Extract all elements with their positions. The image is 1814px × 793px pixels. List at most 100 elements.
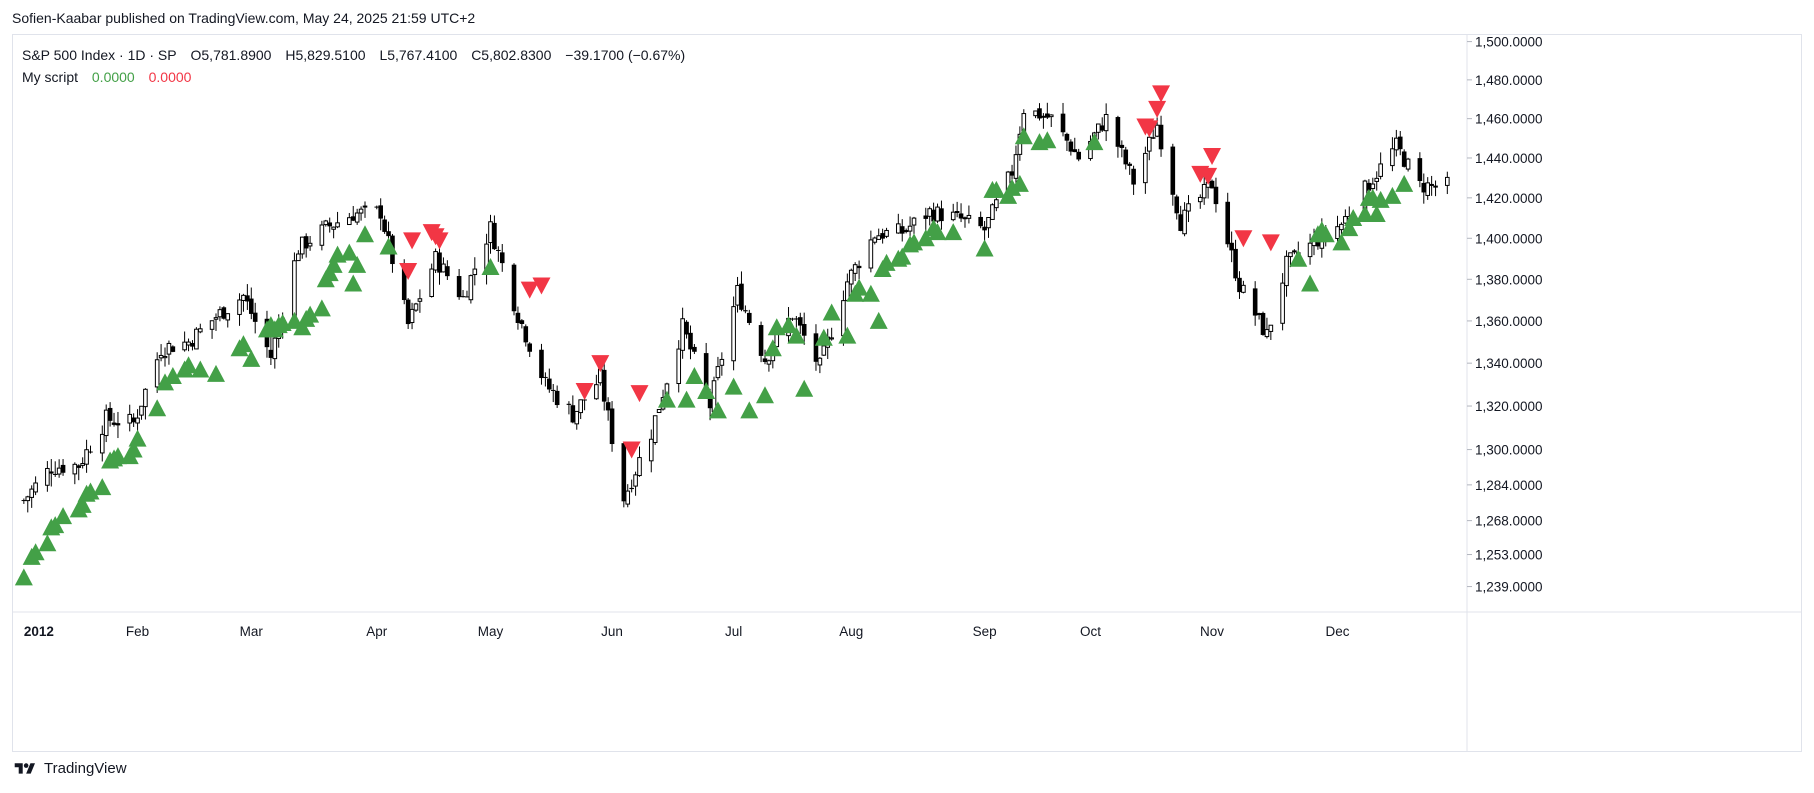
candle <box>1209 179 1215 189</box>
script-name[interactable]: My script <box>22 69 78 85</box>
candles-layer <box>21 102 1450 513</box>
candle <box>245 284 250 310</box>
sell-signal-marker <box>1148 100 1167 118</box>
candle <box>899 219 905 242</box>
buy-signal-marker <box>869 311 888 329</box>
candle <box>139 405 144 420</box>
buy-signal-marker <box>340 243 359 261</box>
candle <box>1401 149 1407 168</box>
price-tick-label: 1,480.0000 <box>1475 73 1543 88</box>
candle <box>1041 113 1046 129</box>
candle <box>358 206 364 221</box>
buy-signal-marker <box>928 223 947 241</box>
candle <box>954 201 960 218</box>
buy-signal-marker <box>987 180 1006 198</box>
candle <box>625 484 631 508</box>
candle <box>496 246 501 262</box>
buy-signal-marker <box>344 274 363 292</box>
sell-signal-marker <box>622 441 641 459</box>
buy-signal-marker <box>763 339 782 357</box>
candle <box>978 211 983 229</box>
candle <box>958 203 964 223</box>
candle <box>523 324 529 347</box>
candle <box>1099 117 1105 132</box>
candle <box>1405 157 1411 172</box>
sell-signal-marker <box>520 281 539 299</box>
candle <box>605 397 611 421</box>
candle <box>813 324 819 371</box>
footer-brand-label: TradingView <box>44 760 127 777</box>
buy-signal-marker <box>850 278 869 296</box>
price-tick-label: 1,340.0000 <box>1475 356 1543 371</box>
candle <box>1292 249 1297 255</box>
candle <box>766 359 772 372</box>
candle <box>335 211 340 229</box>
candle <box>417 289 423 313</box>
signals-layer <box>14 85 1414 586</box>
buy-signal-marker <box>93 478 112 496</box>
candle <box>848 268 854 295</box>
time-tick-label: Aug <box>839 624 863 639</box>
candle <box>884 227 889 239</box>
candle <box>927 206 932 226</box>
buy-signal-marker <box>348 255 367 273</box>
buy-signal-marker <box>301 305 320 323</box>
close-value: C5,802.8300 <box>471 47 552 63</box>
buy-signal-marker <box>1340 219 1359 237</box>
time-axis[interactable]: 2012 Feb Mar Apr May Jun Jul Aug Sep Oct Nov Dec <box>24 624 1350 639</box>
candle <box>29 485 34 508</box>
candle <box>1115 115 1121 158</box>
buy-signal-marker <box>356 225 375 243</box>
candle <box>1378 152 1383 180</box>
publisher-line: Sofien-Kaabar published on TradingView.c… <box>12 10 476 26</box>
candle <box>962 216 968 228</box>
candle <box>1233 239 1238 282</box>
candle <box>1237 271 1242 299</box>
script-value-up: 0.0000 <box>91 69 135 85</box>
time-tick-label: May <box>478 624 504 639</box>
candle <box>609 401 615 452</box>
candlestick-chart[interactable]: 1,500.0000 1,480.0000 1,460.0000 1,440.0000… <box>12 34 1802 752</box>
candle <box>350 206 356 222</box>
candle <box>437 248 442 285</box>
candle <box>1417 152 1423 188</box>
candle <box>182 331 187 352</box>
candle <box>739 271 744 312</box>
candle <box>1252 281 1258 326</box>
symbol-legend-row: S&P 500 Index · 1D · SP O5,781.8900 H5,8… <box>22 44 685 66</box>
time-tick-label: Apr <box>366 624 388 639</box>
buy-signal-marker <box>1316 225 1335 243</box>
price-tick-label: 1,500.0000 <box>1475 35 1543 50</box>
candle <box>472 257 478 286</box>
candle <box>554 385 560 408</box>
candle <box>241 293 246 312</box>
buy-signal-marker <box>975 239 994 257</box>
price-tick-label: 1,300.0000 <box>1475 443 1543 458</box>
buy-signal-marker <box>822 303 841 321</box>
buy-signal-marker <box>128 429 147 447</box>
candle <box>566 401 572 415</box>
candle <box>1397 131 1403 156</box>
symbol-label[interactable]: S&P 500 Index · 1D · SP <box>22 47 177 63</box>
time-tick-label: Feb <box>126 624 149 639</box>
candle <box>539 343 544 385</box>
candle <box>735 276 740 313</box>
buy-signal-marker <box>1383 186 1402 204</box>
footer-brand[interactable]: TradingView <box>12 760 127 777</box>
candle <box>1260 311 1266 336</box>
candle <box>731 296 736 371</box>
candle <box>60 459 66 476</box>
buy-signal-marker <box>1395 174 1414 192</box>
price-axis[interactable]: 1,500.0000 1,480.0000 1,460.0000 1,440.0000… <box>1467 35 1543 595</box>
candle <box>468 274 474 304</box>
candle <box>162 347 168 367</box>
candle <box>213 313 219 331</box>
buy-signal-marker <box>814 328 833 346</box>
buy-signal-marker <box>657 390 676 408</box>
candle <box>817 357 823 374</box>
candle <box>382 215 387 234</box>
candle <box>911 216 917 234</box>
candle <box>743 305 748 314</box>
buy-signal-marker <box>1038 131 1057 149</box>
candle <box>1178 205 1183 232</box>
